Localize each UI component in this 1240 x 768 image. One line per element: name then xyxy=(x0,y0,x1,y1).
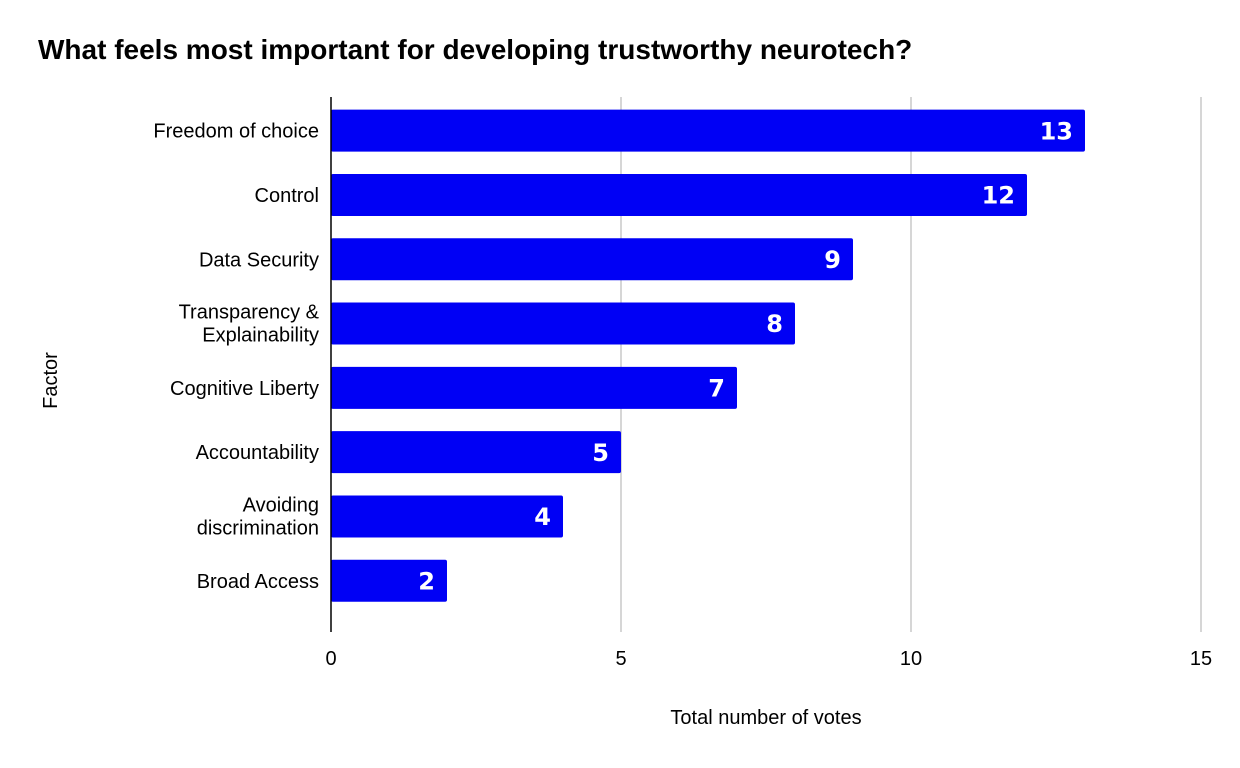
x-axis-ticks: 0 5 10 15 xyxy=(325,648,1212,670)
bar-control xyxy=(331,173,1027,216)
x-tick-label-10: 10 xyxy=(900,648,922,670)
x-tick-label-0: 0 xyxy=(325,648,336,670)
data-label-cognitive-liberty: 7 xyxy=(708,374,725,402)
category-label-freedom-of-choice: Freedom of choice xyxy=(153,121,319,143)
data-label-control: 12 xyxy=(982,182,1015,210)
data-label-data-security: 9 xyxy=(824,246,841,274)
data-label-accountability: 5 xyxy=(592,439,609,467)
x-tick-label-15: 15 xyxy=(1190,648,1212,670)
category-label-avoiding-discrimination: Avoiding discrimination xyxy=(197,494,319,539)
bar-cognitive-liberty xyxy=(331,366,737,409)
bar-freedom-of-choice xyxy=(331,109,1085,152)
x-axis-title: Total number of votes xyxy=(670,707,861,729)
bar-accountability xyxy=(331,431,621,474)
bar-broad-access xyxy=(331,559,447,602)
y-axis-title: Factor xyxy=(40,352,62,409)
category-label-cognitive-liberty: Cognitive Liberty xyxy=(170,378,319,400)
data-labels: 13 12 9 8 7 5 4 2 xyxy=(418,117,1073,595)
data-label-broad-access: 2 xyxy=(418,567,435,595)
bars xyxy=(331,109,1085,602)
category-label-broad-access: Broad Access xyxy=(197,571,319,593)
category-label-transparency-explainability: Transparency & Explainability xyxy=(179,302,320,347)
data-label-avoiding-discrimination: 4 xyxy=(534,503,551,531)
chart-title: What feels most important for developing… xyxy=(38,34,913,65)
data-label-freedom-of-choice: 13 xyxy=(1040,117,1073,145)
bar-avoiding-discrimination xyxy=(331,495,563,538)
bar-transparency-explainability xyxy=(331,302,795,345)
data-label-transparency-explainability: 8 xyxy=(766,310,783,338)
bar-data-security xyxy=(331,238,853,281)
category-label-data-security: Data Security xyxy=(199,249,319,271)
category-label-accountability: Accountability xyxy=(196,442,319,464)
x-tick-label-5: 5 xyxy=(615,648,626,670)
category-labels: Freedom of choice Control Data Security Tra… xyxy=(153,121,319,593)
category-label-control: Control xyxy=(255,185,319,207)
